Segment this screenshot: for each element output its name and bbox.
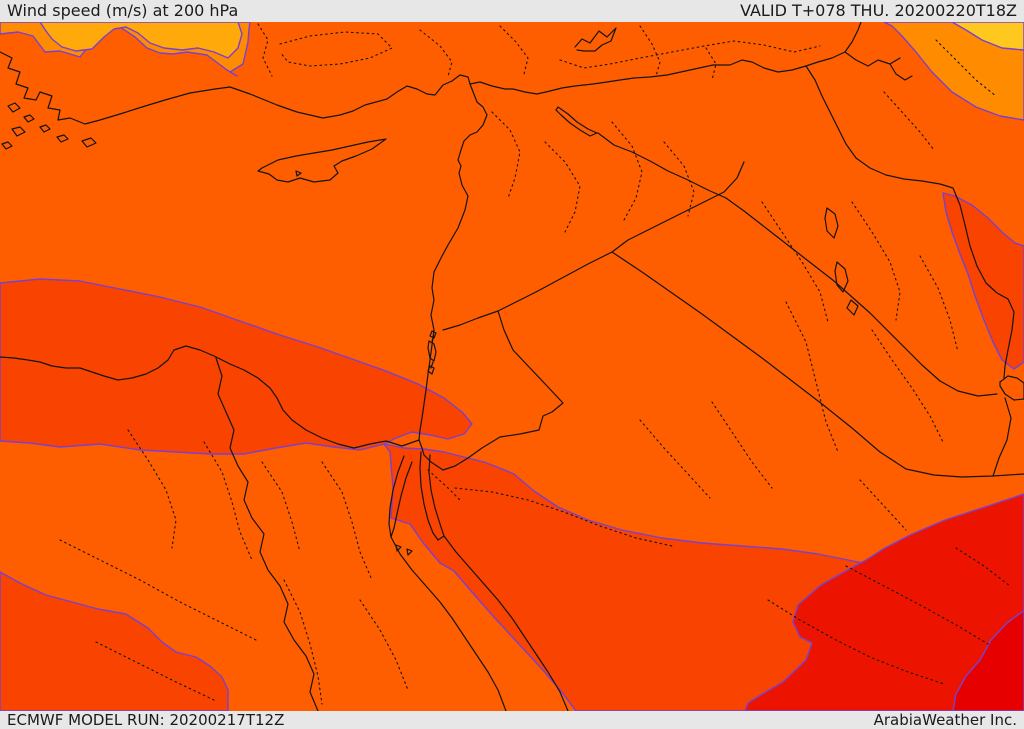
coastline-turkey-levant [0,51,488,441]
credit-bar: ECMWF MODEL RUN: 20200217T12Z ArabiaWeat… [0,711,1024,729]
credit-label: ArabiaWeather Inc. [873,710,1017,729]
aegean-islands [1,102,97,150]
valid-time-label: VALID T+078 THU. 20200220T18Z [740,1,1017,20]
coastline-egypt [0,345,420,449]
border-iran-north [817,22,913,81]
isotach-region-right-edge-blob [942,192,1024,370]
coastline-cyprus [257,138,387,183]
map-title: Wind speed (m/s) at 200 hPa [7,1,239,20]
dead-sea-galilee [427,330,437,375]
red-sea-west-coast [390,536,507,711]
lake-ataturk [574,27,617,52]
persian-gulf-head [992,375,1024,477]
isotach-region-top-right-yellow [951,22,1024,51]
iraq-lakes [824,207,859,316]
gulf-of-suez [388,455,413,538]
river-nile [215,357,319,711]
title-bar: Wind speed (m/s) at 200 hPa VALID T+078 … [0,0,1024,22]
isotach-region-bottom-left [0,571,229,711]
border-turkey-syria-iraq [469,59,819,95]
border-iraq-iran [805,65,1015,379]
red-sea-east-coast [443,535,569,711]
border-jordan-saudi [418,310,564,471]
border-syria-iraq [497,161,745,312]
model-run-label: ECMWF MODEL RUN: 20200217T12Z [7,710,285,729]
geography-lines [0,22,1024,711]
red-sea-islands [395,544,413,556]
isotach-region-top-left-amber [39,22,243,59]
border-saudi-iraq [611,251,1024,478]
isotach-region-southeast-red [744,493,1024,711]
isotach-region-corner-deep-red [952,610,1024,711]
weather-map [0,22,1024,711]
admin-boundaries-dotted [59,23,1011,705]
lake-assad [555,106,598,137]
river-euphrates [597,132,998,397]
isotach-region-top-right-light [883,22,1024,121]
